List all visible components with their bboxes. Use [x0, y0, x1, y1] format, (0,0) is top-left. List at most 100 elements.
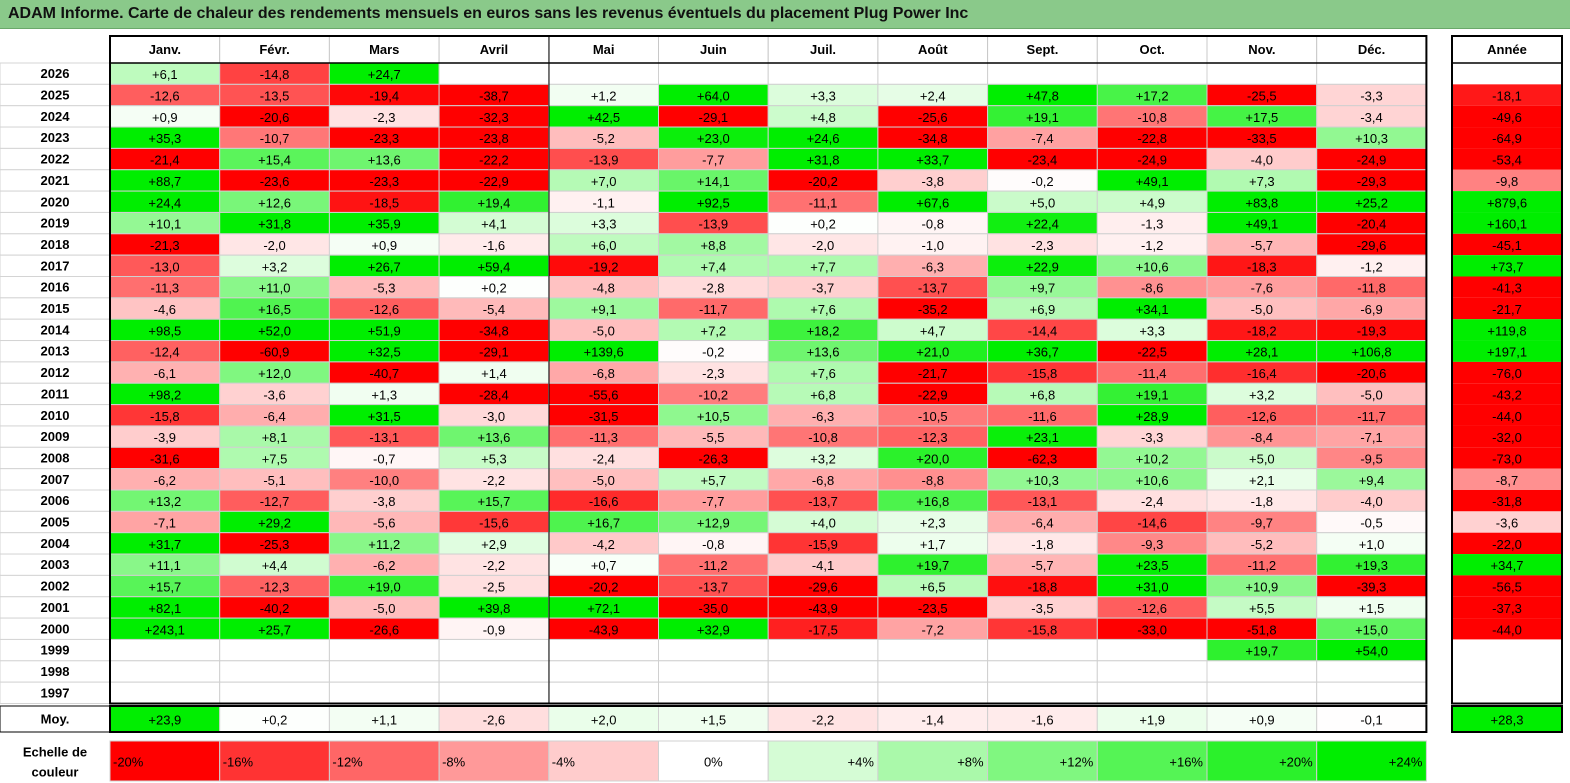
average-cell-value: +1,1: [371, 713, 397, 728]
annual-cell: [1452, 127, 1562, 149]
heatmap-cell-value: +15,4: [258, 153, 291, 168]
heatmap-cell-value: -2,3: [1031, 238, 1053, 253]
heatmap-cell-value: +3,3: [810, 89, 836, 104]
heatmap-cell-value: +23,5: [1136, 558, 1169, 573]
heatmap-cell: [548, 681, 659, 705]
heatmap-cell-value: -7,2: [922, 622, 944, 637]
heatmap-cell-value: -31,5: [589, 409, 619, 424]
scale-step-label: +20%: [1279, 755, 1313, 770]
heatmap-cell-value: +2,3: [920, 516, 946, 531]
heatmap-cell-value: -5,7: [1251, 238, 1273, 253]
heatmap-cell-value: +8,8: [701, 238, 727, 253]
heatmap-cell-value: -12,6: [1137, 601, 1167, 616]
heatmap-cell-value: -29,6: [1357, 238, 1387, 253]
annual-cell-value: +119,8: [1487, 323, 1526, 338]
heatmap-cell: [1096, 638, 1208, 662]
heatmap-cell-value: +19,7: [1245, 644, 1278, 659]
heatmap-cell-value: -2,4: [1141, 494, 1163, 509]
heatmap-cell-value: -4,0: [1251, 153, 1273, 168]
heatmap-cell-value: +243,1: [145, 622, 185, 637]
heatmap-cell-value: -13,9: [589, 153, 619, 168]
heatmap-cell-value: -5,0: [592, 323, 614, 338]
heatmap-cell-value: -29,1: [699, 110, 729, 125]
scale-step-label: +12%: [1060, 755, 1094, 770]
heatmap-cell-value: -12,6: [150, 89, 180, 104]
heatmap-cell-value: +24,4: [148, 195, 181, 210]
heatmap-cell-value: -1,1: [592, 195, 614, 210]
month-header: Mai: [593, 42, 615, 57]
page-title: ADAM Informe. Carte de chaleur des rende…: [8, 5, 969, 22]
heatmap-cell-value: -6,4: [1031, 516, 1053, 531]
month-header: Févr.: [259, 42, 289, 57]
heatmap-cell-value: -55,6: [589, 387, 619, 402]
year-label: 2006: [41, 493, 70, 508]
heatmap-cell-value: -39,3: [1357, 580, 1387, 595]
heatmap-cell-value: +19,7: [916, 558, 949, 573]
heatmap-cell-value: -51,8: [1247, 622, 1277, 637]
heatmap-cell-value: -11,7: [699, 302, 728, 317]
heatmap-cell-value: +5,7: [701, 473, 727, 488]
heatmap-cell-value: +35,3: [148, 131, 181, 146]
heatmap-cell-value: -17,5: [808, 622, 838, 637]
annual-cell: [1452, 340, 1562, 362]
scale-swatch: [987, 740, 1098, 782]
heatmap-cell-value: -9,3: [1141, 537, 1163, 552]
annual-cell-value: -64,9: [1492, 131, 1522, 146]
heatmap-cell-value: +19,1: [1026, 110, 1059, 125]
heatmap-cell-value: +1,5: [1359, 601, 1385, 616]
heatmap-cell-value: -3,6: [263, 387, 285, 402]
heatmap-cell-value: +10,6: [1136, 473, 1169, 488]
annual-cell: [1452, 191, 1562, 213]
heatmap-cell-value: +9,7: [1030, 281, 1056, 296]
year-label: 2017: [41, 258, 70, 273]
average-cell-value: +1,5: [701, 713, 727, 728]
heatmap-cell-value: +52,0: [258, 323, 291, 338]
month-header-cell: [987, 35, 1098, 64]
heatmap-cell: [658, 660, 769, 683]
heatmap-cell-value: -26,3: [699, 451, 729, 466]
heatmap-cell-value: +8,1: [262, 430, 288, 445]
heatmap-cell-value: +6,0: [591, 238, 617, 253]
year-label: 2003: [41, 557, 70, 572]
heatmap-cell-value: -3,3: [1141, 430, 1163, 445]
heatmap-cell: [767, 638, 879, 662]
heatmap-cell-value: -40,7: [369, 366, 399, 381]
heatmap-cell-value: -13,9: [699, 217, 729, 232]
heatmap-cell-value: +19,1: [1136, 387, 1169, 402]
heatmap-cell-value: +1,3: [371, 387, 397, 402]
heatmap-cell-value: -3,4: [1360, 110, 1382, 125]
heatmap-cell-value: +22,9: [1026, 259, 1059, 274]
heatmap-cell-value: -62,3: [1028, 451, 1058, 466]
heatmap-cell-value: -43,9: [589, 622, 619, 637]
scale-step-label: +8%: [957, 755, 984, 770]
heatmap-cell-value: +6,9: [1030, 302, 1056, 317]
heatmap-cell-value: -5,0: [1251, 302, 1273, 317]
heatmap-cell-value: -9,5: [1360, 451, 1382, 466]
heatmap-cell-value: -5,4: [483, 302, 505, 317]
heatmap-cell-value: -5,2: [1251, 537, 1273, 552]
heatmap-cell-value: -0,2: [1031, 174, 1053, 189]
heatmap-cell: [1096, 660, 1208, 683]
heatmap-cell-value: -7,4: [1031, 131, 1053, 146]
heatmap-cell-value: -13,1: [369, 430, 399, 445]
scale-swatch: [877, 740, 989, 782]
heatmap-cell-value: -5,3: [373, 281, 395, 296]
annual-cell-value: -43,2: [1492, 387, 1522, 402]
heatmap-cell-value: -13,7: [808, 494, 838, 509]
annual-cell: [1452, 596, 1562, 619]
heatmap-cell-value: +1,7: [920, 537, 946, 552]
heatmap-cell-value: +83,8: [1245, 195, 1278, 210]
annual-cell-value: -76,0: [1492, 366, 1522, 381]
heatmap-cell: [219, 660, 330, 683]
heatmap-cell-value: +13,6: [807, 345, 840, 360]
heatmap-cell-value: +98,2: [148, 387, 181, 402]
year-label: 2001: [41, 600, 70, 615]
annual-cell: [1452, 297, 1562, 320]
heatmap-cell-value: -0,8: [702, 537, 724, 552]
heatmap-cell-value: -20,6: [1357, 366, 1387, 381]
heatmap-cell-value: +51,9: [368, 323, 401, 338]
heatmap-cell-value: +16,7: [587, 516, 620, 531]
scale-step-label: +24%: [1389, 755, 1423, 770]
heatmap-cell: [438, 638, 550, 662]
heatmap-cell-value: +1,2: [591, 89, 617, 104]
